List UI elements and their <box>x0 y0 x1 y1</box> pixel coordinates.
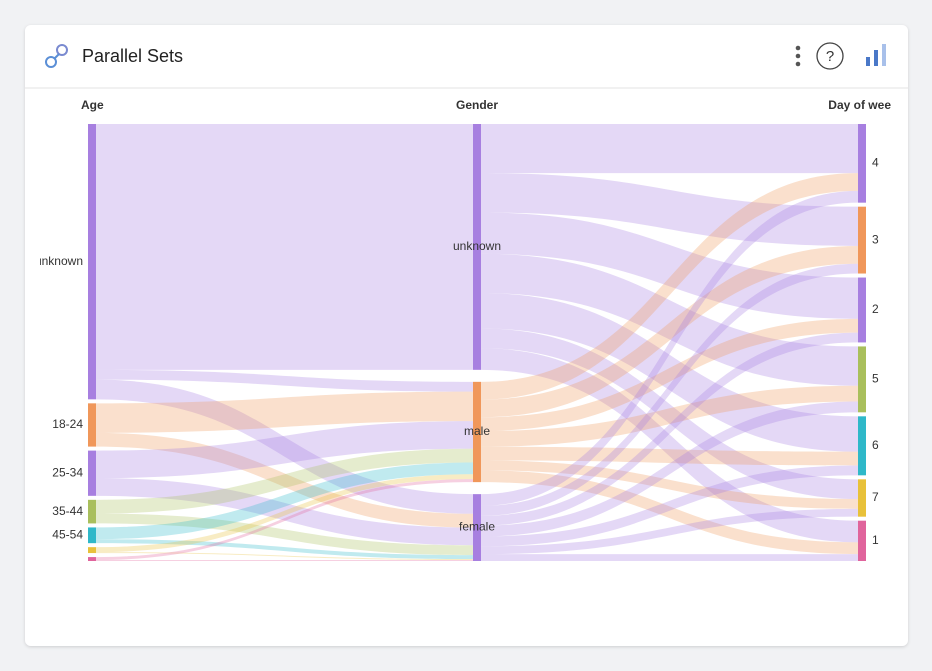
category-label: 25-34 <box>52 465 83 479</box>
category-label: 5 <box>872 372 879 386</box>
category-label: 1 <box>872 533 879 547</box>
flow <box>96 462 473 540</box>
dimension-label: Day of wee <box>828 98 891 112</box>
flow <box>96 478 473 546</box>
category-bar <box>858 520 866 561</box>
flow <box>481 348 858 543</box>
card <box>25 25 908 646</box>
flow <box>481 401 858 537</box>
chart-type-button[interactable] <box>866 44 886 66</box>
category-label: 6 <box>872 438 879 452</box>
flow <box>481 446 858 466</box>
category-bar <box>858 206 866 274</box>
flow <box>96 552 473 561</box>
app-icon <box>45 44 68 68</box>
flow <box>481 173 858 400</box>
category-bar <box>858 479 866 517</box>
flow <box>481 318 858 431</box>
flow <box>96 124 473 370</box>
category-bar <box>858 124 866 203</box>
category-label: 18-24 <box>52 417 83 431</box>
flow <box>481 124 858 174</box>
flow <box>481 465 858 547</box>
flow <box>481 253 858 386</box>
flow <box>96 448 473 514</box>
flow <box>481 263 858 516</box>
category-bar <box>88 527 96 544</box>
flow <box>96 539 473 560</box>
menu-button[interactable] <box>795 45 801 67</box>
category-label: male <box>464 424 490 438</box>
flow <box>96 421 473 479</box>
category-label: 45-54 <box>52 527 83 541</box>
dimension-label: Age <box>81 98 104 112</box>
chart: Age unknown 18-24 25-34 35-44 45-54 Gender unkn… <box>35 98 891 561</box>
category-bar <box>473 381 481 483</box>
flow <box>481 328 858 499</box>
flow <box>481 460 858 509</box>
flow <box>481 173 858 246</box>
category-label: 4 <box>872 156 879 170</box>
flow <box>481 293 858 452</box>
category-bar <box>473 124 481 370</box>
svg-text:?: ? <box>826 48 834 65</box>
category-label: 2 <box>872 302 879 316</box>
category-label: 3 <box>872 232 879 246</box>
flow <box>96 391 473 433</box>
flow <box>96 379 473 514</box>
dimension-label: Gender <box>456 98 498 112</box>
flow <box>481 212 858 319</box>
flow <box>481 246 858 418</box>
category-bar <box>88 403 96 447</box>
flow <box>96 474 473 553</box>
category-label: 7 <box>872 490 879 504</box>
flow <box>481 554 858 561</box>
flow <box>96 513 473 556</box>
category-bar <box>473 494 481 561</box>
flow <box>481 332 858 526</box>
category-bar <box>858 346 866 413</box>
category-bar <box>858 416 866 476</box>
help-button[interactable]: ? <box>816 42 844 70</box>
category-label: female <box>459 520 495 534</box>
flow <box>481 508 858 555</box>
category-label: unknown <box>453 239 501 253</box>
flow <box>96 479 473 561</box>
category-bar <box>858 277 866 343</box>
category-label: 35-44 <box>52 504 83 518</box>
category-bar <box>88 547 96 554</box>
flow <box>481 190 858 506</box>
flow <box>481 470 858 555</box>
flow <box>96 560 473 561</box>
category-bar <box>88 450 96 496</box>
flow <box>481 385 858 447</box>
flow <box>96 432 473 528</box>
category-label: unknown <box>35 254 83 268</box>
title: Parallel Sets <box>82 46 183 66</box>
category-bar <box>88 557 96 561</box>
category-bar <box>88 499 96 524</box>
flow <box>96 369 473 392</box>
category-bar <box>88 124 96 400</box>
